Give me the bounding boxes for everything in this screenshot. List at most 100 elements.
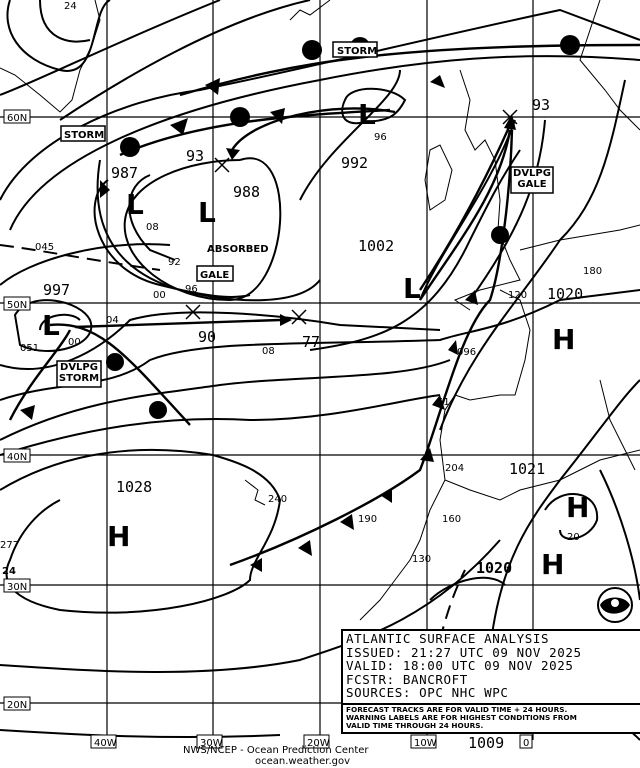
lat-label: 50N (7, 300, 27, 311)
warm-front-semicircle (120, 137, 140, 157)
lon-label: 40W (94, 738, 117, 749)
cold-front-triangle (170, 118, 188, 135)
storm-warning: STORM (64, 130, 104, 141)
pressure-centers: L L L L L H H H H (42, 98, 589, 581)
cold-front-triangle (448, 340, 458, 355)
observation-label: 130 (412, 554, 431, 565)
cold-front-triangle (380, 488, 392, 503)
isobar-label: 00 (153, 290, 166, 301)
analysis-title: ATLANTIC SURFACE ANALYSIS (346, 631, 550, 646)
isobar-label: 96 (185, 284, 198, 295)
observation-label: 204 (445, 463, 464, 474)
forecast-note-box: FORECAST TRACKS ARE FOR VALID TIME + 24 … (341, 703, 640, 734)
lon-label: 10W (414, 738, 437, 749)
low-center: L (403, 272, 421, 305)
sources: SOURCES: OPC NHC WPC (346, 685, 509, 700)
warm-front-semicircle (106, 353, 124, 371)
lat-label: 20N (7, 700, 27, 711)
storm-warning: STORM (337, 46, 377, 57)
isobar-label: 1021 (509, 460, 545, 478)
isobar-label: 1028 (116, 478, 152, 496)
observation-label: 120 (508, 290, 527, 301)
isobars (0, 0, 640, 741)
gale-warning: GALE (200, 270, 229, 281)
warning-labels: STORM STORM GALE DVLPG GALE DVLPG STORM (56, 41, 554, 388)
forecast-position-x-markers (185, 109, 518, 325)
isobar-label: 988 (233, 183, 260, 201)
lat-label: 40N (7, 452, 27, 463)
isobar-label: 77 (302, 333, 320, 351)
low-center: L (42, 309, 60, 342)
isobar-label: 987 (111, 164, 138, 182)
warm-front-semicircle (560, 35, 580, 55)
note-line: VALID TIME THROUGH 24 HOURS. (346, 721, 484, 730)
isobar-label: 1002 (358, 237, 394, 255)
observation-label: 190 (358, 514, 377, 525)
track-arrowhead (226, 148, 240, 160)
lat-label: 30N (7, 582, 27, 593)
isobar-label: 00 (68, 337, 81, 348)
isobar-label: 992 (341, 154, 368, 172)
track-arrowhead (504, 114, 516, 130)
developing-gale-warning-text: DVLPG GALE (513, 168, 551, 190)
isobar-label: 24 (64, 1, 77, 12)
isobar-label: 04 (106, 315, 119, 326)
analysis-info-box: ATLANTIC SURFACE ANALYSIS ISSUED: 21:27 … (341, 629, 640, 705)
isobar-label: 96 (374, 132, 387, 143)
high-center: H (552, 323, 575, 356)
cold-front-triangle (298, 540, 312, 556)
warm-front-semicircle (149, 401, 167, 419)
cold-front-triangle (465, 290, 478, 305)
cold-front-triangle (340, 514, 354, 530)
cold-front-triangle (205, 78, 220, 95)
high-center: H (566, 491, 589, 524)
isobar-label: 997 (43, 281, 70, 299)
isobar-label: 1020 (476, 559, 512, 577)
observation-label: 180 (583, 266, 602, 277)
warm-front-semicircle (302, 40, 322, 60)
isobar-label: 93 (186, 147, 204, 165)
issued-time: ISSUED: 21:27 UTC 09 NOV 2025 (346, 644, 582, 660)
warm-front-semicircle (491, 226, 509, 244)
isobar-label: 93 (532, 96, 550, 114)
grid-labels: 60N 50N 40N 30N 20N 40W 30W 20W 10W 0 (3, 109, 533, 749)
forecast-tracks (74, 107, 518, 329)
cold-front-triangle (432, 395, 445, 410)
observation-label: 160 (442, 514, 461, 525)
fronts (8, 35, 640, 572)
observation-label: 277 (0, 540, 19, 551)
low-center: L (126, 188, 144, 221)
warm-front-semicircle (230, 107, 250, 127)
isobar-label: 92 (168, 257, 181, 268)
observation-label: 045 (35, 242, 54, 253)
lat-label: 60N (7, 113, 27, 124)
low-center: L (358, 98, 376, 131)
lon-label: 20W (307, 738, 330, 749)
developing-storm-warning-text: DVLPG STORM (58, 362, 100, 384)
isobar-label: 1009 (468, 734, 504, 752)
cold-front-triangle (20, 405, 35, 420)
cold-front-triangle (100, 180, 110, 198)
absorbed-label: ABSORBED (207, 244, 269, 255)
credit-line: NWS/NCEP - Ocean Prediction Center (183, 745, 369, 756)
note-line: WARNING LABELS ARE FOR HIGHEST CONDITION… (346, 713, 577, 722)
valid-time: VALID: 18:00 UTC 09 NOV 2025 (346, 658, 574, 673)
observation-label: 51 (437, 397, 450, 408)
credit-url[interactable]: ocean.weather.gov (255, 756, 351, 767)
isobar-label: 1020 (547, 285, 583, 303)
high-center: H (541, 548, 564, 581)
lon-label: 30W (200, 738, 223, 749)
developing-gale-warning: DVLPG GALE (513, 168, 551, 190)
isobar-label: 08 (146, 222, 159, 233)
cold-front-triangle (250, 558, 262, 572)
developing-storm-warning: DVLPG STORM (58, 362, 100, 384)
lon-label: 0 (523, 738, 529, 749)
isobar-label: 20 (567, 532, 580, 543)
cold-front-triangle (420, 448, 434, 462)
low-center: L (198, 196, 216, 229)
pressure-labels: 24 987 93 988 992 93 1002 997 90 77 08 0… (0, 1, 602, 752)
observation-label: 051 (20, 343, 39, 354)
cold-front-triangle (430, 75, 445, 88)
